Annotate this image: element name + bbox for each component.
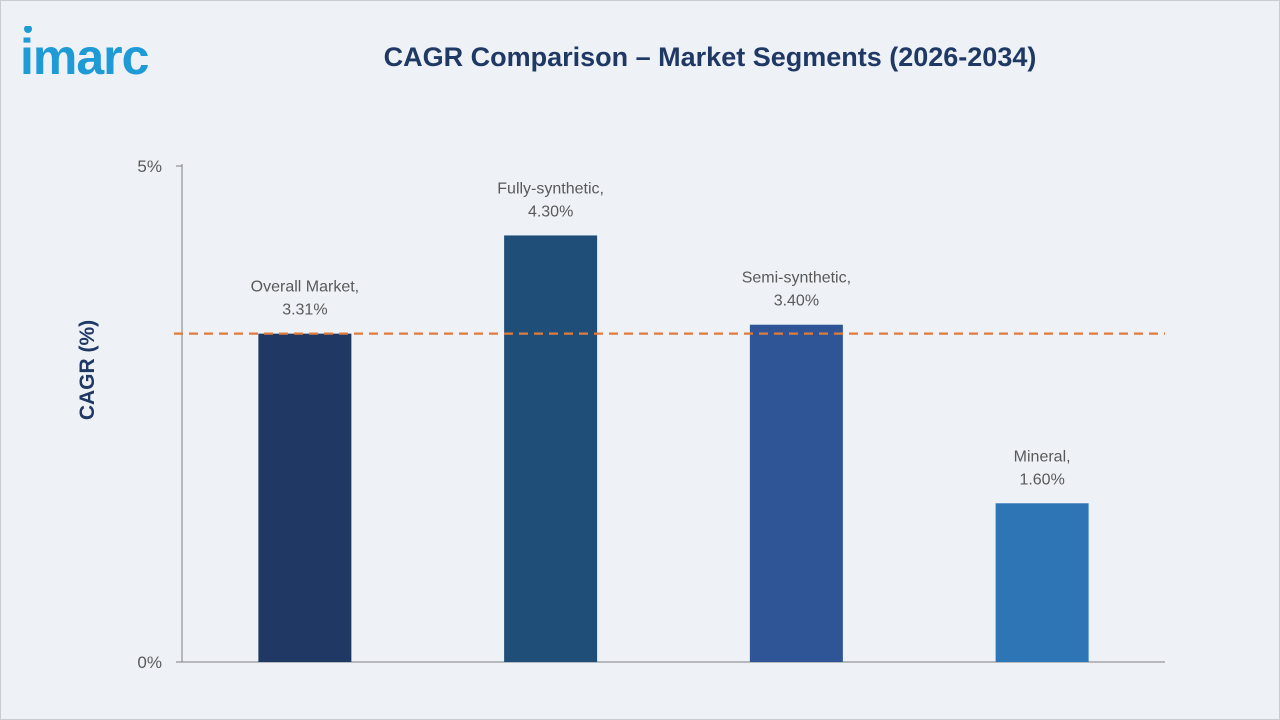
- bar-overall-market: [258, 333, 352, 662]
- data-label-value: 4.30%: [528, 203, 573, 220]
- bar-mineral: [995, 503, 1089, 662]
- y-tick-label: 0%: [137, 653, 162, 672]
- y-axis-title: CAGR (%): [76, 319, 99, 421]
- data-label-value: 3.31%: [282, 302, 327, 319]
- bar-fully-synthetic: [504, 235, 598, 662]
- bar-semi-synthetic: [749, 324, 843, 662]
- data-label-category: Fully-synthetic,: [497, 180, 604, 197]
- imarc-logo: imarc: [22, 26, 202, 82]
- y-tick-label: 5%: [137, 157, 162, 176]
- chart-title: CAGR Comparison – Market Segments (2026-…: [383, 42, 1037, 72]
- data-label: Semi-synthetic, 3.40%: [742, 270, 851, 310]
- data-label-category: Semi-synthetic,: [742, 270, 851, 287]
- data-label: Overall Market, 3.31%: [251, 279, 359, 319]
- data-label-category: Overall Market,: [251, 279, 359, 296]
- data-label: Fully-synthetic, 4.30%: [497, 180, 604, 220]
- data-label-value: 3.40%: [774, 293, 819, 310]
- data-label-value: 1.60%: [1019, 471, 1064, 488]
- data-label-category: Mineral,: [1014, 448, 1071, 465]
- data-label: Mineral, 1.60%: [1014, 448, 1071, 488]
- svg-text:imarc: imarc: [22, 29, 149, 82]
- imarc-logo-graphic: imarc: [22, 26, 150, 82]
